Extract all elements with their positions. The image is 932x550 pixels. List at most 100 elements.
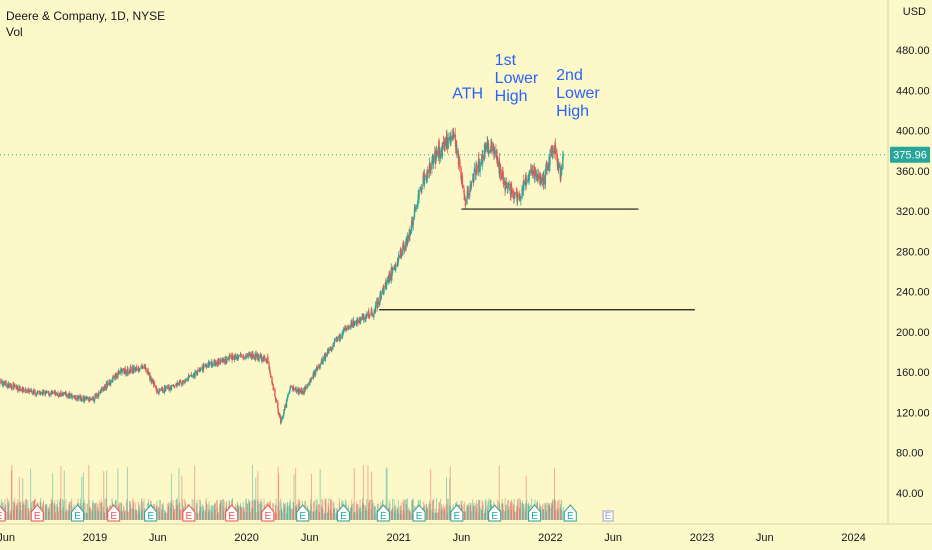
candle-body	[31, 390, 33, 392]
candle-body	[223, 359, 225, 363]
candle-body	[206, 365, 208, 368]
candle-body	[455, 140, 458, 155]
volume-bar	[516, 505, 518, 520]
candle-body	[506, 187, 509, 189]
candle-body	[395, 266, 397, 270]
volume-bar	[95, 501, 97, 520]
volume-bar	[395, 510, 397, 520]
candle-body	[128, 370, 131, 374]
candle-body	[149, 377, 151, 380]
volume-bar	[472, 506, 474, 520]
candle-body	[411, 221, 413, 224]
candle-body	[199, 369, 202, 372]
candle-body	[275, 398, 277, 401]
volume-bar	[321, 498, 323, 520]
currency-label[interactable]: USD	[902, 6, 926, 18]
volume-bar	[482, 502, 484, 520]
volume-bar	[467, 507, 469, 520]
candle-body	[383, 289, 385, 292]
time-tick-label: Jun	[301, 532, 319, 544]
volume-bar	[508, 506, 510, 520]
candle-body	[48, 392, 50, 396]
candle-body	[332, 344, 334, 348]
candle-body	[287, 395, 289, 398]
candle-body	[562, 154, 564, 157]
candle-body	[196, 371, 198, 375]
volume-bar	[220, 500, 222, 520]
earnings-badge	[225, 504, 239, 522]
candle-body	[33, 390, 35, 392]
volume-bar	[104, 512, 106, 520]
candle-body	[70, 393, 73, 396]
candle-body	[554, 142, 557, 149]
candle-body	[277, 409, 279, 413]
candle-body	[437, 146, 440, 157]
volume-bar	[290, 507, 292, 520]
candle-body	[342, 333, 344, 335]
volume-bar	[438, 508, 440, 520]
volume-bar	[175, 500, 177, 520]
candle-body	[296, 388, 298, 393]
volume-bar	[403, 502, 405, 520]
volume-bar	[123, 507, 125, 520]
volume-bar	[22, 478, 24, 520]
candle-body	[511, 186, 513, 190]
candle-body	[510, 187, 512, 195]
earnings-letter: E	[74, 511, 81, 522]
volume-bar	[327, 507, 329, 520]
earnings-badge	[528, 504, 542, 522]
earnings-badge	[336, 504, 350, 522]
volume-bar	[158, 507, 160, 520]
volume-bar	[89, 506, 91, 520]
volume-bar	[60, 508, 62, 520]
volume-bar	[284, 503, 286, 520]
volume-bar	[121, 511, 123, 520]
volume-bar	[562, 506, 564, 520]
volume-bar	[402, 509, 404, 520]
candle-body	[559, 162, 561, 168]
volume-bar	[27, 499, 29, 520]
candle-body	[356, 319, 358, 321]
volume-bar	[408, 507, 410, 520]
candle-body	[303, 388, 306, 393]
volume-label[interactable]: Vol	[6, 25, 23, 39]
candle-body	[24, 389, 27, 391]
candle-body	[373, 313, 375, 318]
candle-body	[547, 164, 549, 171]
candle-body	[402, 244, 405, 246]
volume-bar	[156, 500, 158, 520]
volume-bar	[443, 504, 445, 520]
candle-body	[47, 391, 50, 393]
volume-bar	[102, 507, 104, 520]
volume-bar	[393, 499, 395, 520]
candle-body	[309, 380, 311, 385]
candle-body	[522, 181, 525, 190]
candle-body	[452, 135, 454, 140]
volume-bar	[325, 500, 327, 520]
volume-bar	[130, 508, 132, 520]
candle-body	[553, 149, 556, 151]
candle-body	[562, 156, 564, 169]
earnings-marker: E	[488, 504, 502, 522]
symbol-title[interactable]: Deere & Company, 1D, NYSE	[6, 9, 166, 23]
volume-bar	[281, 508, 283, 520]
volume-bar	[351, 499, 353, 520]
volume-bar	[312, 511, 314, 520]
candle-body	[368, 315, 370, 317]
candle-body	[525, 177, 527, 184]
volume-bar	[466, 505, 468, 520]
candle-body	[479, 162, 481, 171]
volume-bar	[82, 472, 84, 520]
volume-bar	[431, 500, 433, 520]
candle-body	[135, 366, 138, 370]
volume-bar	[195, 502, 197, 520]
candle-body	[342, 329, 345, 334]
volume-bar	[8, 503, 10, 520]
candle-body	[306, 386, 308, 389]
volume-bar	[501, 498, 503, 520]
candle-body	[234, 353, 237, 357]
volume-bar	[193, 499, 195, 520]
volume-bar	[286, 506, 288, 520]
candle-body	[429, 166, 432, 170]
